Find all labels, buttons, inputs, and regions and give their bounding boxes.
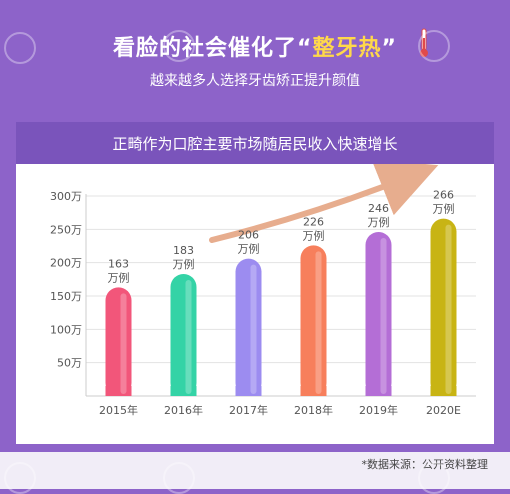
bar [235, 258, 262, 396]
bar-highlight [185, 280, 192, 394]
bar-highlight [445, 224, 452, 394]
bar-unit-label: 万例 [173, 257, 195, 271]
chart-title: 正畸作为口腔主要市场随居民收入快速增长 [16, 122, 494, 164]
bar-highlight [380, 238, 387, 394]
watermark-logo-icon [418, 462, 450, 494]
bar [430, 218, 457, 396]
bar-value-label: 206 [238, 229, 259, 242]
bar [105, 287, 132, 396]
bar-value-label: 183 [173, 244, 194, 257]
x-tick-label: 2016年 [164, 403, 203, 417]
watermark-logo-icon [163, 462, 195, 494]
y-tick-label: 50万 [57, 357, 82, 370]
y-tick-label: 300万 [50, 190, 82, 203]
subheadline: 越来越多人选择牙齿矫正提升颜值 [150, 73, 360, 89]
bar [300, 245, 327, 396]
x-tick-label: 2018年 [294, 403, 333, 417]
bar-value-label: 163 [108, 257, 129, 270]
x-tick-label: 2020E [426, 404, 461, 417]
x-tick-label: 2019年 [359, 403, 398, 417]
headline-highlight: 整牙热 [312, 36, 382, 61]
bar-value-label: 246 [368, 202, 389, 215]
bar-highlight [120, 293, 127, 394]
bar-base [170, 386, 197, 396]
y-tick-label: 150万 [50, 290, 82, 303]
trend-arrow [209, 164, 439, 243]
y-tick-label: 250万 [50, 223, 82, 236]
bar-highlight [250, 264, 257, 394]
bar [170, 274, 197, 396]
watermark-logo-icon [163, 30, 195, 62]
x-tick-label: 2015年 [99, 403, 138, 417]
headline-quote-close: ” [381, 36, 397, 61]
bar [365, 232, 392, 396]
watermark-logo-icon [418, 30, 450, 62]
headline-quote-open: “ [297, 36, 313, 61]
bar-unit-label: 万例 [238, 242, 260, 256]
watermark-logo-icon [4, 462, 36, 494]
bar-base [365, 386, 392, 396]
bar-unit-label: 万例 [108, 270, 130, 284]
headline: 看脸的社会催化了“整牙热” [0, 30, 510, 62]
bar-base [300, 386, 327, 396]
bar-unit-label: 万例 [368, 215, 390, 229]
bar-highlight [315, 251, 322, 394]
bar-base [430, 386, 457, 396]
watermark-logo-icon [4, 32, 36, 64]
bar-value-label: 266 [433, 189, 454, 202]
bar-base [105, 386, 132, 396]
bar-unit-label: 万例 [303, 228, 325, 242]
x-tick-label: 2017年 [229, 403, 268, 417]
headline-text: 看脸的社会催化了 [113, 36, 298, 61]
bar-unit-label: 万例 [433, 202, 455, 216]
bar-value-label: 226 [303, 215, 324, 228]
y-tick-label: 100万 [50, 323, 82, 336]
bar-base [235, 386, 262, 396]
y-tick-label: 200万 [50, 257, 82, 270]
